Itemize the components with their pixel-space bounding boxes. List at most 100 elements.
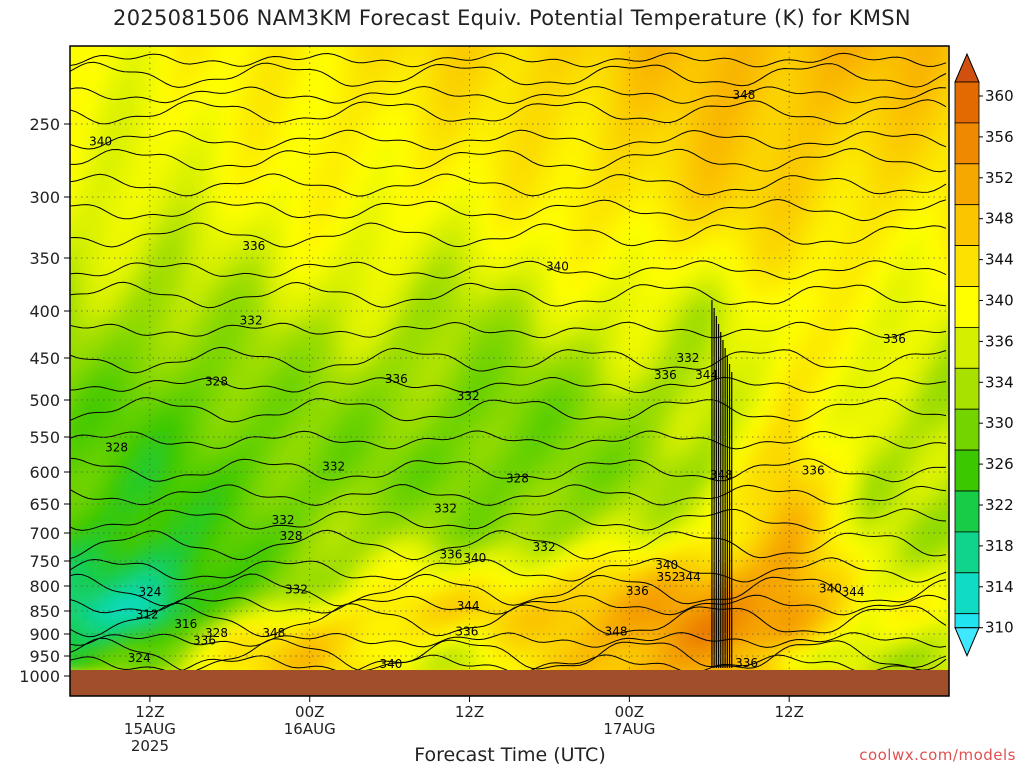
field-cell: [258, 261, 270, 271]
field-cell: [511, 198, 523, 208]
field-cell: [819, 36, 831, 46]
field-cell: [313, 72, 325, 82]
field-cell: [863, 504, 875, 514]
field-cell: [324, 531, 336, 541]
field-cell: [533, 252, 545, 262]
field-cell: [863, 369, 875, 379]
field-cell: [929, 252, 941, 262]
field-cell: [346, 333, 358, 343]
field-cell: [71, 225, 83, 235]
field-cell: [313, 216, 325, 226]
field-cell: [599, 72, 611, 82]
field-cell: [874, 63, 886, 73]
field-cell: [665, 135, 677, 145]
field-cell: [786, 324, 798, 334]
field-cell: [313, 378, 325, 388]
field-cell: [434, 46, 446, 55]
field-cell: [148, 207, 160, 217]
field-cell: [643, 405, 655, 415]
field-cell: [687, 81, 699, 91]
field-cell: [126, 504, 138, 514]
field-cell: [258, 135, 270, 145]
field-cell: [775, 153, 787, 163]
field-cell: [181, 387, 193, 397]
field-cell: [588, 126, 600, 136]
field-cell: [720, 522, 732, 532]
field-cell: [621, 180, 633, 190]
field-cell: [819, 441, 831, 451]
field-cell: [137, 126, 149, 136]
field-cell: [379, 297, 391, 307]
field-cell: [192, 216, 204, 226]
field-cell: [797, 459, 809, 469]
field-cell: [676, 459, 688, 469]
field-cell: [841, 270, 853, 280]
field-cell: [280, 351, 292, 361]
field-cell: [82, 486, 94, 496]
field-cell: [753, 576, 765, 586]
field-cell: [852, 270, 864, 280]
field-cell: [610, 180, 622, 190]
field-cell: [335, 63, 347, 73]
field-cell: [159, 198, 171, 208]
field-cell: [764, 288, 776, 298]
field-cell: [621, 198, 633, 208]
field-cell: [588, 477, 600, 487]
field-cell: [280, 396, 292, 406]
field-cell: [588, 378, 600, 388]
field-cell: [456, 144, 468, 154]
field-cell: [170, 243, 182, 253]
field-cell: [170, 90, 182, 100]
field-cell: [566, 486, 578, 496]
field-cell: [753, 144, 765, 154]
field-cell: [874, 99, 886, 109]
field-cell: [258, 162, 270, 172]
field-cell: [786, 333, 798, 343]
field-cell: [698, 270, 710, 280]
field-cell: [764, 243, 776, 253]
field-cell: [412, 171, 424, 181]
field-cell: [137, 180, 149, 190]
field-cell: [929, 423, 941, 433]
field-cell: [566, 495, 578, 505]
field-cell: [808, 468, 820, 478]
field-cell: [863, 387, 875, 397]
field-cell: [445, 162, 457, 172]
field-cell: [137, 450, 149, 460]
field-cell: [808, 513, 820, 523]
field-cell: [159, 288, 171, 298]
field-cell: [302, 396, 314, 406]
field-cell: [544, 117, 556, 127]
field-cell: [775, 504, 787, 514]
field-cell: [346, 270, 358, 280]
field-cell: [280, 504, 292, 514]
field-cell: [731, 468, 743, 478]
field-cell: [533, 567, 545, 577]
field-cell: [643, 333, 655, 343]
field-cell: [874, 342, 886, 352]
field-cell: [159, 531, 171, 541]
field-cell: [247, 54, 259, 64]
field-cell: [335, 54, 347, 64]
field-cell: [742, 477, 754, 487]
field-cell: [368, 189, 380, 199]
field-cell: [313, 351, 325, 361]
field-cell: [280, 135, 292, 145]
field-cell: [82, 225, 94, 235]
field-cell: [841, 108, 853, 118]
field-cell: [280, 342, 292, 352]
field-cell: [357, 468, 369, 478]
field-cell: [731, 81, 743, 91]
field-cell: [390, 216, 402, 226]
field-cell: [643, 414, 655, 424]
field-cell: [753, 387, 765, 397]
field-cell: [511, 369, 523, 379]
field-cell: [192, 540, 204, 550]
field-cell: [192, 180, 204, 190]
field-cell: [753, 432, 765, 442]
field-cell: [368, 504, 380, 514]
field-cell: [434, 495, 446, 505]
field-cell: [346, 216, 358, 226]
field-cell: [115, 504, 127, 514]
field-cell: [698, 540, 710, 550]
